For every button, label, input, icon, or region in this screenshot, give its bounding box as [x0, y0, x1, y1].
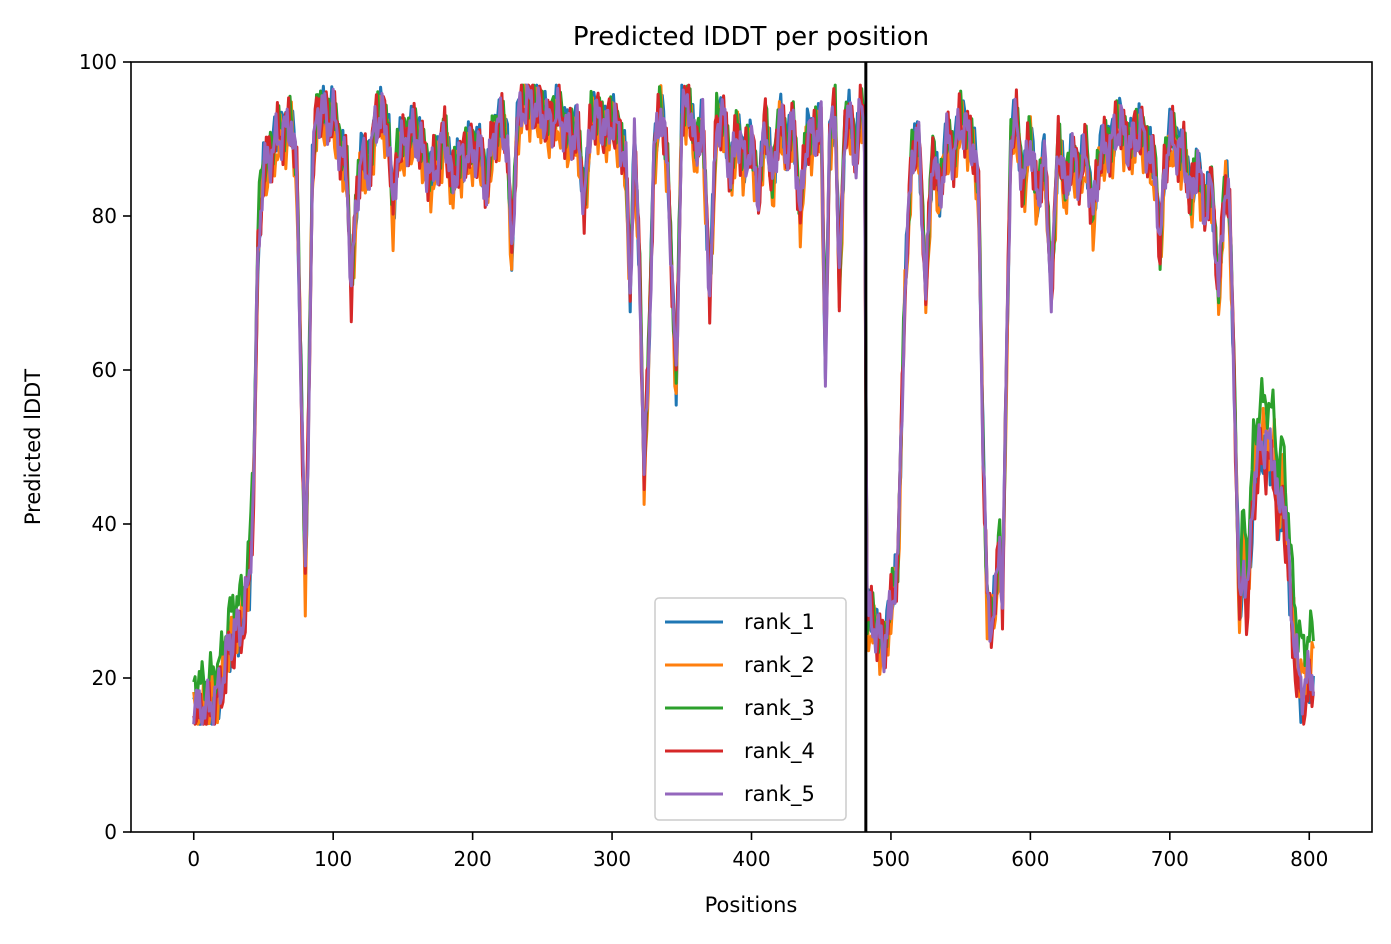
- legend-label-rank_1: rank_1: [744, 610, 815, 635]
- legend-label-rank_2: rank_2: [744, 653, 815, 678]
- x-tick-label: 600: [1011, 847, 1049, 871]
- y-tick-label: 40: [92, 512, 117, 536]
- y-tick-label: 0: [104, 820, 117, 844]
- y-axis: 0 20 40 60 80 100: [79, 50, 131, 844]
- x-tick-label: 400: [732, 847, 770, 871]
- x-tick-label: 100: [314, 847, 352, 871]
- y-tick-label: 60: [92, 358, 117, 382]
- y-tick-label: 100: [79, 50, 117, 74]
- series-line-rank_5: [192, 83, 1315, 726]
- chart-title: Predicted lDDT per position: [573, 22, 929, 52]
- y-axis-label: Predicted lDDT: [21, 369, 45, 525]
- x-axis: 0 100 200 300 400 500 600 700 800: [187, 832, 1328, 871]
- plot-lines: [192, 83, 1315, 726]
- legend-label-rank_5: rank_5: [744, 782, 815, 807]
- x-tick-label: 700: [1151, 847, 1189, 871]
- legend-label-rank_4: rank_4: [744, 739, 815, 764]
- x-tick-label: 200: [454, 847, 492, 871]
- x-tick-label: 300: [593, 847, 631, 871]
- x-axis-label: Positions: [705, 893, 798, 917]
- x-tick-label: 0: [187, 847, 200, 871]
- y-tick-label: 80: [92, 204, 117, 228]
- x-tick-label: 800: [1290, 847, 1328, 871]
- legend-label-rank_3: rank_3: [744, 696, 815, 721]
- y-tick-label: 20: [92, 666, 117, 690]
- legend-box: [654, 597, 847, 821]
- x-tick-label: 500: [872, 847, 910, 871]
- legend: rank_1 rank_2 rank_3 rank_4 rank_5: [654, 597, 847, 821]
